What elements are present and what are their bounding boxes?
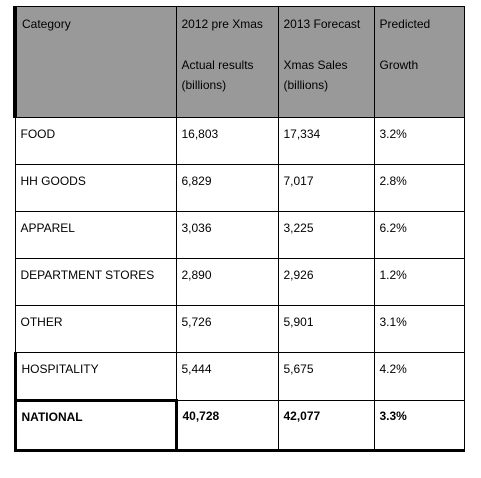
header-cell: Predicted Growth <box>373 6 465 118</box>
value-cell: 5,901 <box>277 305 375 353</box>
category-cell: FOOD <box>14 117 177 165</box>
table-row: HOSPITALITY 5,444 5,675 4.2% <box>13 352 465 401</box>
header-text: Predicted <box>379 17 431 31</box>
value-cell: 2,890 <box>175 258 279 306</box>
header-text: Xmas Sales (billions) <box>283 58 348 92</box>
value-cell: 7,017 <box>277 164 375 212</box>
value-cell: 5,726 <box>175 305 279 353</box>
value-cell: 2,926 <box>277 258 375 306</box>
value-cell: 17,334 <box>277 117 375 165</box>
value-cell: 3,036 <box>175 211 279 259</box>
table-row: APPAREL 3,036 3,225 6.2% <box>14 211 465 259</box>
header-cell: 2012 pre Xmas Actual results (billions) <box>175 6 279 118</box>
value-cell: 40,728 <box>175 400 279 452</box>
value-cell: 42,077 <box>277 400 375 452</box>
header-cell: 2013 Forecast Xmas Sales (billions) <box>277 6 375 118</box>
header-row: Category 2012 pre Xmas Actual results (bil… <box>13 6 465 118</box>
table-row: NATIONAL 40,728 42,077 3.3% <box>13 399 465 452</box>
header-text: Growth <box>379 58 419 72</box>
table-header: Category 2012 pre Xmas Actual results (bil… <box>13 6 465 118</box>
header-cell: Category <box>13 6 177 118</box>
value-cell: 3,225 <box>277 211 375 259</box>
header-text: 2013 Forecast <box>283 17 361 31</box>
value-cell: 5,675 <box>277 352 375 401</box>
header-text: Actual results (billions) <box>181 58 254 92</box>
table-row: OTHER 5,726 5,901 3.1% <box>14 305 465 353</box>
value-cell: 3.2% <box>373 117 465 165</box>
value-cell: 1.2% <box>373 258 465 306</box>
table-row: HH GOODS 6,829 7,017 2.8% <box>14 164 465 212</box>
value-cell: 3.3% <box>373 400 465 452</box>
value-cell: 2.8% <box>373 164 465 212</box>
category-cell: HH GOODS <box>14 164 177 212</box>
value-cell: 6,829 <box>175 164 279 212</box>
category-cell: HOSPITALITY <box>13 352 177 401</box>
table-body: FOOD 16,803 17,334 3.2% HH GOODS 6,829 7,017 2.… <box>13 117 465 452</box>
table-row: FOOD 16,803 17,334 3.2% <box>14 117 465 165</box>
category-cell: NATIONAL <box>13 399 178 452</box>
header-text: 2012 pre Xmas <box>181 17 263 31</box>
value-cell: 3.1% <box>373 305 465 353</box>
value-cell: 16,803 <box>175 117 279 165</box>
category-cell: DEPARTMENT STORES <box>14 258 177 306</box>
category-cell: OTHER <box>14 305 177 353</box>
category-cell: APPAREL <box>14 211 177 259</box>
header-text: Category <box>22 17 71 31</box>
value-cell: 6.2% <box>373 211 465 259</box>
table-row: DEPARTMENT STORES 2,890 2,926 1.2% <box>14 258 465 306</box>
value-cell: 5,444 <box>175 352 279 401</box>
value-cell: 4.2% <box>373 352 465 401</box>
sales-table: Category 2012 pre Xmas Actual results (bil… <box>13 6 465 452</box>
